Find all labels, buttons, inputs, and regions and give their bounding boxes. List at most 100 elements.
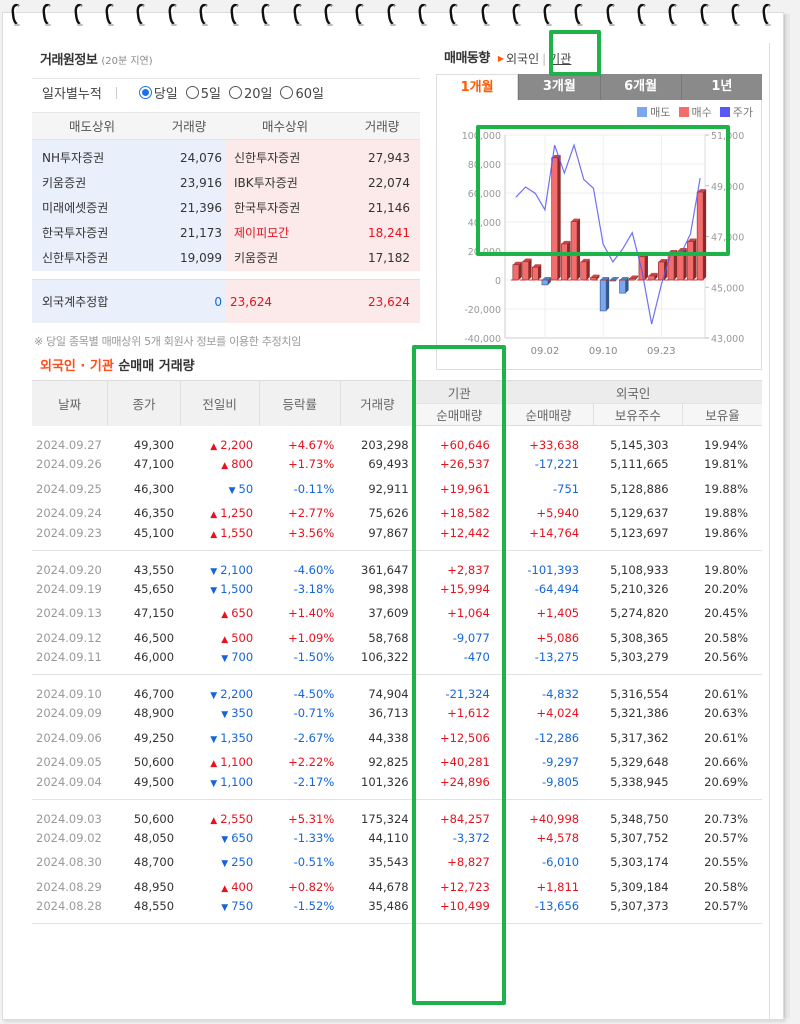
broker-name[interactable]: 제이피모간 xyxy=(234,226,290,240)
cell-foreign-holdings: 5,111,665 xyxy=(610,457,669,472)
arrow-up-icon: ▲ xyxy=(221,634,229,645)
cell-foreign-ratio: 20.57% xyxy=(682,899,762,924)
spiral-ring-icon xyxy=(292,2,304,27)
foreign-total-buy: 23,624 xyxy=(230,295,272,309)
cell-date: 2024.09.13 xyxy=(36,606,102,621)
tab-1-month[interactable]: 1개월 xyxy=(436,74,519,100)
cell-rate: -3.18% xyxy=(293,581,335,596)
cell-foreign-net: -13,275 xyxy=(503,650,594,675)
header-sell-top: 매도상위 xyxy=(68,119,115,134)
cell-institution-net: +1,064 xyxy=(447,606,490,621)
cell-foreign-net: -101,393 xyxy=(527,562,580,577)
cell-foreign-holdings: 5,303,279 xyxy=(593,650,683,675)
cell-institution-net: +2,837 xyxy=(447,562,490,577)
spiral-ring-icon xyxy=(448,2,460,27)
cell-rate: -2.67% xyxy=(293,730,335,745)
period-radio-today[interactable]: 당일 xyxy=(138,83,178,102)
broker-name[interactable]: 미래에셋증권 xyxy=(42,201,109,215)
svg-text:09.23: 09.23 xyxy=(647,346,676,357)
trend-investor-links: ▶ 외국인 | 기관 xyxy=(498,48,571,70)
broker-volume: 19,099 xyxy=(180,251,222,265)
cell-rate: -1.50% xyxy=(259,650,341,675)
cell-close: 48,950 xyxy=(133,879,175,894)
link-foreign[interactable]: 외국인 xyxy=(506,52,540,66)
broker-name[interactable]: NH투자증권 xyxy=(42,151,105,165)
cell-change: ▲ 1,250 xyxy=(210,506,254,521)
table-row: 2024.09.09 48,900 ▼ 350 -0.71% 36,713 +1,612 +4… xyxy=(32,701,762,726)
arrow-up-icon: ▲ xyxy=(210,510,218,521)
arrow-down-icon: ▼ xyxy=(210,778,218,789)
foreign-total-net: 23,624 xyxy=(368,295,410,309)
period-radio-60d[interactable]: 60일 xyxy=(280,83,324,102)
svg-text:40,000: 40,000 xyxy=(468,218,501,229)
header-volume: 거래량 xyxy=(340,380,416,426)
table-row: 2024.08.30 48,700 ▼ 250 -0.51% 35,543 +8,827 -6… xyxy=(32,850,762,875)
estimate-note: ※ 당일 종목별 매매상위 5개 회원사 정보를 이용한 추정치임 xyxy=(34,335,302,348)
cell-volume: 44,110 xyxy=(368,830,409,845)
broker-name[interactable]: 키움증권 xyxy=(42,176,87,190)
cell-foreign-ratio: 20.63% xyxy=(704,706,748,721)
cell-change: ▼ 700 xyxy=(180,650,260,675)
period-selector: 일자별누적 당일 5일 20일 60일 xyxy=(32,78,420,106)
cell-volume: 203,298 xyxy=(361,437,409,452)
spiral-ring-icon xyxy=(480,2,492,27)
radio-icon[interactable] xyxy=(280,86,294,99)
cell-foreign-ratio: 19.88% xyxy=(704,481,748,496)
header-foreign-holdings: 보유주수 xyxy=(593,403,684,426)
link-institution[interactable]: 기관 xyxy=(549,52,572,66)
svg-text:-40,000: -40,000 xyxy=(464,334,501,345)
cell-foreign-ratio: 20.20% xyxy=(704,581,748,596)
radio-icon[interactable] xyxy=(185,86,199,99)
cell-close: 46,700 xyxy=(133,687,175,701)
spiral-ring-icon xyxy=(198,2,210,27)
broker-volume: 21,396 xyxy=(180,201,222,215)
broker-name[interactable]: 한국투자증권 xyxy=(42,226,109,240)
cell-institution-net: +40,281 xyxy=(439,755,490,770)
cell-volume: 92,825 xyxy=(368,755,409,770)
broker-name[interactable]: 신한투자증권 xyxy=(234,151,301,165)
cell-foreign-net: -6,010 xyxy=(542,855,580,870)
cell-close: 46,300 xyxy=(133,481,175,496)
legend-buy-swatch xyxy=(678,107,689,117)
cell-volume: 35,486 xyxy=(340,899,415,924)
tab-6-months[interactable]: 6개월 xyxy=(599,74,681,100)
svg-text:80,000: 80,000 xyxy=(468,160,501,171)
buy-broker-row: 한국투자증권 21,146 xyxy=(226,196,420,221)
cell-foreign-holdings: 5,274,820 xyxy=(610,606,669,621)
trading-trend-section: 매매동향 ▶ 외국인 | 기관 1개월 3개월 6개월 1년 매도 매수 주가 … xyxy=(436,48,762,370)
broker-info-section: 거래원정보 (20분 지연) 일자별누적 당일 5일 20일 60일 매도상위 거… xyxy=(32,48,420,349)
cell-volume: 106,322 xyxy=(340,650,415,675)
header-buy-top: 매수상위 xyxy=(261,119,308,134)
net-title-highlight: 외국인 · 기관 xyxy=(40,359,114,374)
cell-institution-net: -9,077 xyxy=(452,630,490,645)
row-group: 2024.09.20 43,550 ▼ 2,100 -4.60% 361,647 +2,83… xyxy=(32,550,762,675)
cell-foreign-net: +5,086 xyxy=(536,630,580,645)
cell-institution-net: +60,646 xyxy=(439,438,490,452)
period-radio-20d[interactable]: 20일 xyxy=(228,83,272,102)
header-close: 종가 xyxy=(107,380,181,426)
spiral-ring-icon xyxy=(542,2,554,27)
svg-text:51,000: 51,000 xyxy=(711,131,744,142)
arrow-up-icon: ▲ xyxy=(221,610,229,621)
spiral-ring-icon xyxy=(167,2,179,27)
broker-name[interactable]: IBK투자증권 xyxy=(234,176,298,190)
arrow-down-icon: ▼ xyxy=(221,654,229,664)
radio-selected-icon[interactable] xyxy=(138,86,152,99)
radio-icon[interactable] xyxy=(228,86,242,99)
tab-3-months[interactable]: 3개월 xyxy=(518,74,600,100)
period-radio-5d[interactable]: 5일 xyxy=(185,83,221,102)
tab-1-year[interactable]: 1년 xyxy=(680,74,762,100)
cell-institution-net: +15,994 xyxy=(439,581,490,596)
cell-close: 48,900 xyxy=(133,706,175,721)
cell-change: ▲ 800 xyxy=(221,457,254,472)
sell-column: NH투자증권 24,076 키움증권 23,916 미래에셋증권 21,396 한국투자증권… xyxy=(32,140,226,271)
broker-name[interactable]: 한국투자증권 xyxy=(234,201,301,215)
cell-foreign-ratio: 20.55% xyxy=(704,855,748,870)
broker-name[interactable]: 키움증권 xyxy=(234,251,279,265)
broker-name[interactable]: 신한투자증권 xyxy=(42,251,109,265)
table-row: 2024.09.04 49,500 ▼ 1,100 -2.17% 101,326 +24,8… xyxy=(32,774,762,800)
table-row: 2024.09.26 47,100 ▲ 800 +1.73% 69,493 +26,537 -… xyxy=(32,452,762,477)
svg-text:100,000: 100,000 xyxy=(462,131,501,142)
arrow-up-icon: ▲ xyxy=(210,441,218,452)
trend-chart: 매도 매수 주가 100,000 80,000 60,000 40,000 20,000… xyxy=(436,100,762,370)
